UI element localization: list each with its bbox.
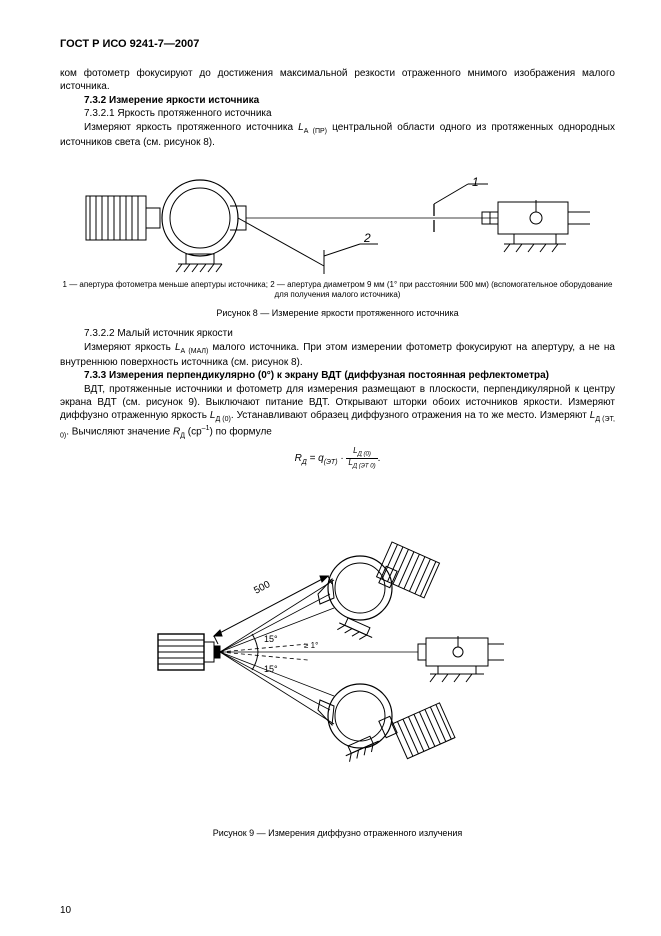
sec-7-3-3: 7.3.3 Измерения перпендикулярно (0°) к э… bbox=[60, 370, 615, 383]
body-text-block-2: 7.3.2.2 Малый источник яркости Измеряют … bbox=[60, 328, 615, 441]
para-4: ВДТ, протяженные источники и фотометр дл… bbox=[60, 384, 615, 441]
page: ГОСТ Р ИСО 9241-7—2007 ком фотометр фоку… bbox=[0, 0, 661, 936]
fig9-angle-lower: 15° bbox=[264, 664, 278, 674]
fig8-label-2: 2 bbox=[363, 231, 371, 245]
figure-9-caption: Рисунок 9 — Измерения диффузно отраженно… bbox=[60, 828, 615, 838]
figure-9: 500 15° 15° ≥ 1° Рисунок 9 — Измерения д… bbox=[60, 476, 615, 838]
fig9-angle-aperture: ≥ 1° bbox=[304, 641, 318, 650]
para-1: ком фотометр фокусируют до достижения ма… bbox=[60, 68, 615, 94]
figure-8-caption: Рисунок 8 — Измерение яркости протяженно… bbox=[60, 308, 615, 318]
fig8-label-1: 1 bbox=[472, 175, 479, 189]
sec-7-3-2-1: 7.3.2.1 Яркость протяженного источника bbox=[60, 108, 615, 121]
figure-9-svg: 500 15° 15° ≥ 1° bbox=[138, 476, 538, 826]
page-number: 10 bbox=[60, 905, 71, 916]
formula: RД = q(ЭТ) · LД (0) LД (ЭТ 0) . bbox=[60, 447, 615, 470]
figure-8: 1 2 bbox=[60, 156, 615, 318]
para-3: Измеряют яркость LА (МАЛ) малого источни… bbox=[60, 342, 615, 370]
document-header: ГОСТ Р ИСО 9241-7—2007 bbox=[60, 38, 615, 50]
sec-7-3-2-2: 7.3.2.2 Малый источник яркости bbox=[60, 328, 615, 341]
figure-8-legend: 1 — апертура фотометра меньше апертуры и… bbox=[60, 280, 615, 300]
para-2: Измеряют яркость протяженного источника … bbox=[60, 122, 615, 150]
fig9-angle-upper: 15° bbox=[264, 634, 278, 644]
body-text-block: ком фотометр фокусируют до достижения ма… bbox=[60, 68, 615, 150]
figure-8-svg: 1 2 bbox=[78, 156, 598, 276]
sec-7-3-2: 7.3.2 Измерение яркости источника bbox=[60, 95, 615, 108]
fig9-dim-500: 500 bbox=[252, 579, 272, 597]
